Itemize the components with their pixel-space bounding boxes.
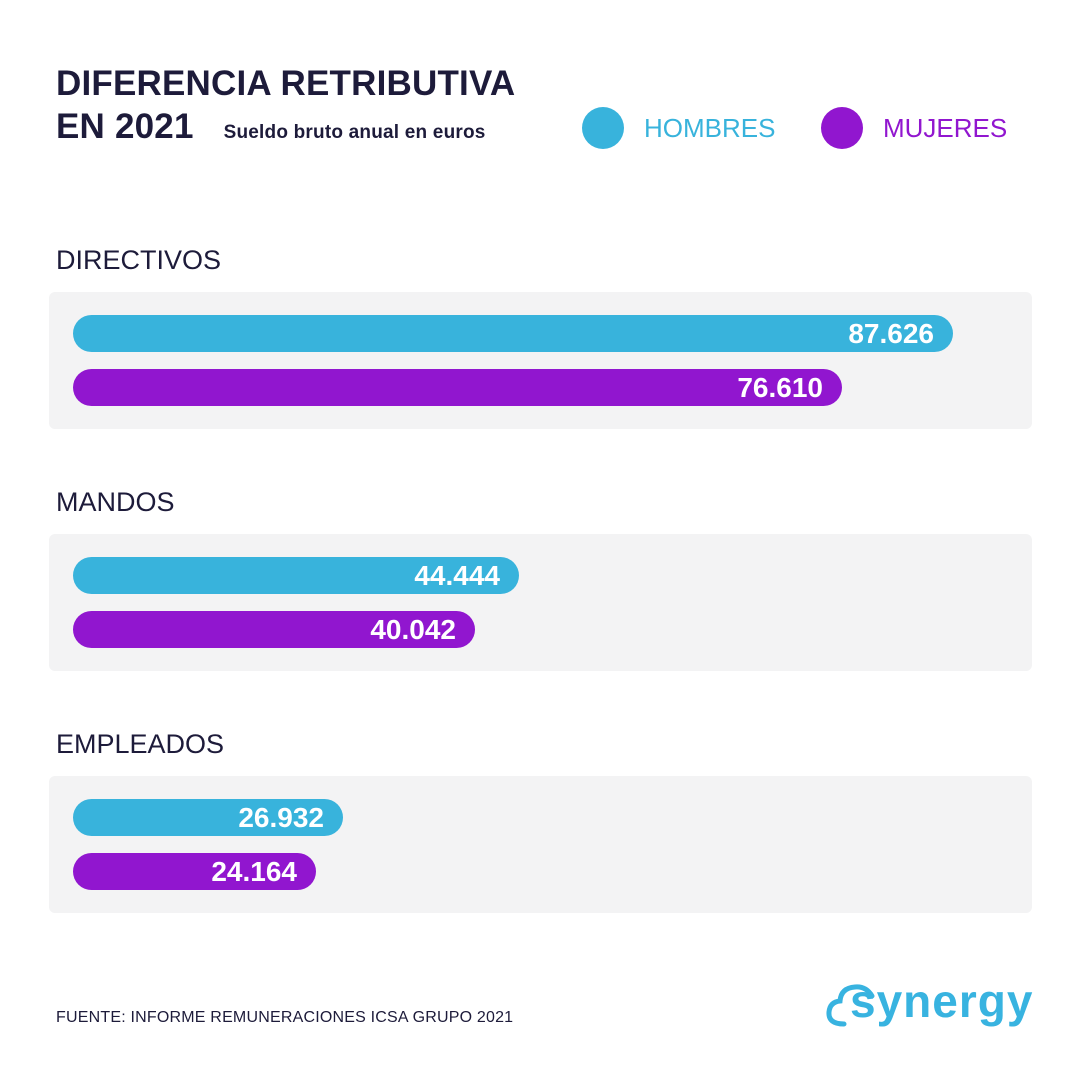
legend-swatch-mujeres [821, 107, 863, 149]
category-label-directivos: DIRECTIVOS [56, 245, 222, 275]
chart-title: DIFERENCIA RETRIBUTIVA EN 2021 Sueldo br… [56, 62, 515, 154]
category-panel-directivos: 87.626 76.610 [49, 292, 1032, 429]
cloud-icon [826, 984, 875, 1027]
category-panel-empleados: 26.932 24.164 [49, 776, 1032, 913]
legend-swatch-hombres [582, 107, 624, 149]
bar-mandos-hombres: 44.444 [73, 557, 519, 594]
bar-directivos-hombres: 87.626 [73, 315, 953, 352]
category-panel-mandos: 44.444 40.042 [49, 534, 1032, 671]
data-label-mandos-mujeres: 40.042 [370, 613, 456, 645]
data-label-directivos-hombres: 87.626 [848, 317, 934, 349]
legend-label-mujeres: MUJERES [883, 112, 1008, 143]
source-note: FUENTE: INFORME REMUNERACIONES ICSA GRUP… [56, 1009, 514, 1026]
bar-empleados-mujeres: 24.164 [73, 853, 316, 890]
category-label-empleados: EMPLEADOS [56, 729, 225, 759]
chart-title-line1: DIFERENCIA RETRIBUTIVA [56, 64, 516, 103]
bar-empleados-hombres: 26.932 [73, 799, 343, 836]
legend-item-mujeres: MUJERES [821, 106, 1007, 150]
chart-title-line2: EN 2021 [56, 107, 194, 146]
data-label-empleados-hombres: 26.932 [238, 801, 324, 833]
chart-subtitle: Sueldo bruto anual en euros [223, 122, 486, 143]
bar-mandos-mujeres: 40.042 [73, 611, 475, 648]
data-label-mandos-hombres: 44.444 [414, 559, 500, 591]
category-label-mandos: MANDOS [56, 487, 175, 517]
data-label-empleados-mujeres: 24.164 [211, 855, 297, 887]
legend-label-hombres: HOMBRES [644, 112, 776, 143]
data-label-directivos-mujeres: 76.610 [737, 371, 823, 403]
bar-directivos-mujeres: 76.610 [73, 369, 842, 406]
legend-item-hombres: HOMBRES [582, 106, 775, 150]
synergy-logo: synergy [850, 975, 1034, 1027]
